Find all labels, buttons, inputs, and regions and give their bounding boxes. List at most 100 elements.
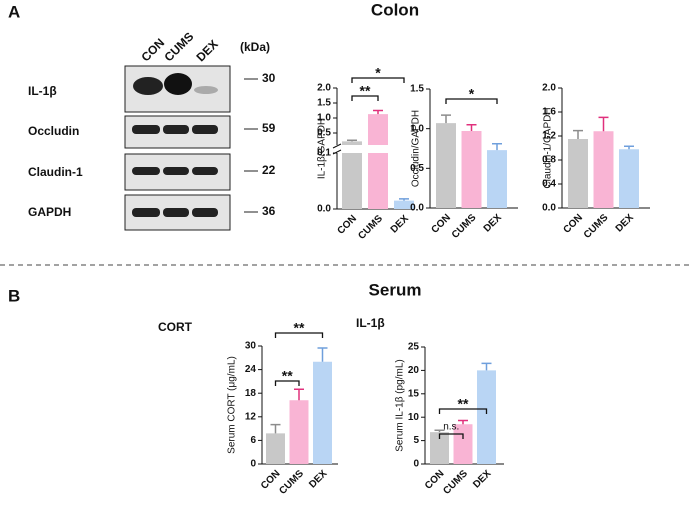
blot-images [124,65,258,231]
x-tick-label: DEX [482,212,505,235]
significance-label: n.s. [443,422,459,433]
bar [461,131,482,208]
error-bar [466,123,477,132]
y-axis-label: Claudin-1/GAPDH [543,107,554,188]
y-tick-label: 1.5 [410,84,424,95]
y-tick-label: 0.8 [542,155,556,166]
error-bar [399,198,409,201]
x-tick-label: DEX [307,468,330,491]
y-tick-label: 6 [250,435,256,446]
x-tick-label: DEX [389,213,412,236]
marker: 22 [262,163,276,177]
y-tick-label: 30 [245,341,257,352]
x-tick-label: DEX [471,468,494,491]
row-label: Claudin-1 [28,165,83,179]
y-tick-label: 1.5 [317,98,331,109]
bar [430,432,449,464]
bar [593,131,614,208]
y-tick-label: 0.0 [410,203,424,214]
lane-label: CON [138,36,167,65]
subtitle: CORT [158,320,193,334]
bar [619,149,639,208]
row-label: Occludin [28,124,79,138]
significance-label: ** [360,83,371,99]
y-axis-label: Serum IL-1β (pg/mL) [395,359,406,451]
y-tick-label: 1.6 [542,107,556,118]
y-tick-label: 0.0 [542,203,556,214]
x-tick-label: CUMS [582,212,611,241]
y-tick-label: 18 [245,388,257,399]
panel-title: Colon [371,0,419,19]
bar [368,114,388,209]
bar [436,123,456,208]
error-bar [270,423,281,434]
bar [266,433,285,464]
y-tick-label: 20 [408,365,420,376]
y-tick-label: 12 [245,411,257,422]
bar [394,200,414,209]
significance-label: * [469,86,475,102]
error-bar [294,388,304,401]
significance-label: ** [282,368,293,384]
error-bar [441,114,451,124]
bar [487,150,507,208]
row-label: IL-1β [28,84,57,98]
significance-label: * [375,65,381,81]
y-tick-label: 0.1 [317,148,331,159]
significance-bracket [274,380,300,386]
lane-label: CUMS [161,29,196,64]
x-tick-label: DEX [614,212,637,235]
error-bar [458,419,468,425]
error-bar [492,142,502,151]
y-tick-label: 0 [250,459,256,470]
marker: 36 [262,204,276,218]
significance-bracket [351,77,405,83]
significance-bracket [445,98,498,104]
significance-label: ** [294,320,305,336]
bar [289,400,309,464]
y-tick-label: 0.0 [317,204,331,215]
x-tick-label: CUMS [356,213,385,242]
error-bar [624,145,634,150]
subtitle: IL-1β [356,316,385,330]
error-bar [598,116,609,132]
error-bar [481,362,492,371]
y-tick-label: 24 [245,364,257,375]
lane-label: DEX [193,37,220,64]
x-tick-label: CUMS [277,468,306,497]
y-tick-label: 1.2 [542,131,556,142]
axis-break [332,149,342,155]
panel-label: B [8,286,20,305]
x-tick-label: CON [335,213,359,237]
row-label: GAPDH [28,205,71,219]
error-bar [347,139,357,142]
y-axis-label: Serum CORT (μg/mL) [227,356,238,454]
y-tick-label: 10 [408,412,420,423]
significance-bracket [438,433,464,439]
x-tick-label: CUMS [450,212,479,241]
marker: 30 [262,71,276,85]
y-tick-label: 0.5 [410,163,424,174]
y-axis-label: IL-1β/GAPDH [317,118,328,179]
panel-title: Serum [369,280,422,299]
significance-bracket [274,332,324,338]
significance-bracket [438,408,488,414]
y-tick-label: 0.4 [542,179,556,190]
bar [477,370,496,464]
significance-label: ** [458,396,469,412]
y-tick-label: 5 [413,435,419,446]
significance-bracket [351,95,379,101]
y-tick-label: 25 [408,342,420,353]
y-axis-label: Occludin/GAPDH [411,110,422,187]
error-bar [434,429,445,433]
error-bar [317,347,328,362]
bar [313,361,332,464]
y-tick-label: 0 [413,459,419,470]
bar [342,141,362,209]
error-bar [573,129,583,139]
y-tick-label: 2.0 [542,83,556,94]
y-tick-label: 15 [408,388,420,399]
error-bar [373,109,383,115]
y-tick-label: 1.0 [317,113,331,124]
y-tick-label: 0.5 [317,128,331,139]
